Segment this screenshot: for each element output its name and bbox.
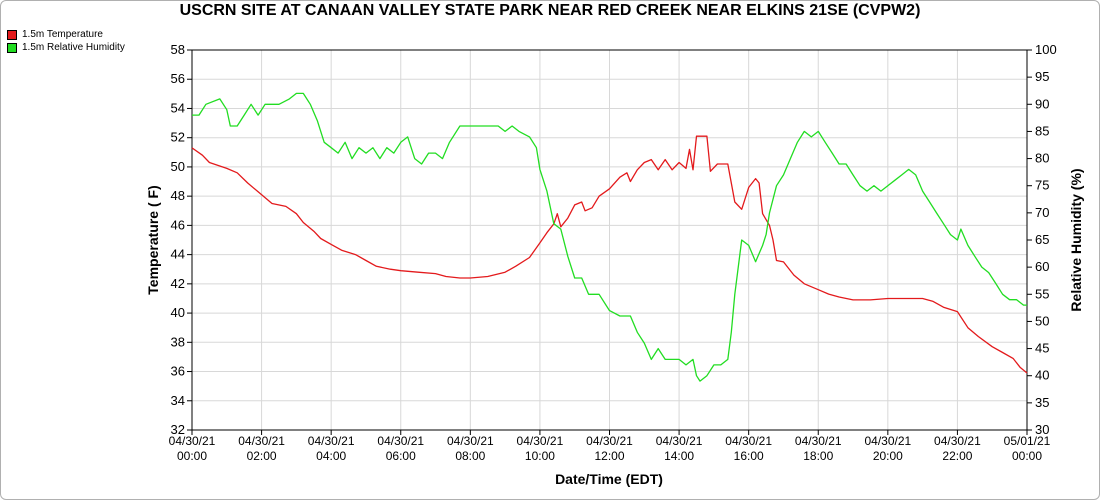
y-tick-label-right: 90 xyxy=(1035,96,1049,111)
y-tick-label-left: 50 xyxy=(171,159,185,174)
x-tick-label-time: 14:00 xyxy=(664,449,694,463)
gridlines xyxy=(191,49,1028,431)
legend-item-temperature: 1.5m Temperature xyxy=(7,28,125,41)
y-tick-label-left: 54 xyxy=(171,100,185,115)
legend-item-humidity: 1.5m Relative Humidity xyxy=(7,41,125,54)
x-tick-label-date: 05/01/21 xyxy=(1004,434,1051,448)
y-tick-label-left: 46 xyxy=(171,217,185,232)
y-axis-left-label: Temperature ( F) xyxy=(145,185,161,294)
x-tick-label-time: 20:00 xyxy=(873,449,903,463)
x-tick-label-date: 04/30/21 xyxy=(795,434,842,448)
x-tick-label-date: 04/30/21 xyxy=(725,434,772,448)
x-tick-label-date: 04/30/21 xyxy=(169,434,216,448)
x-tick-label-date: 04/30/21 xyxy=(517,434,564,448)
y-tick-label-right: 85 xyxy=(1035,123,1049,138)
y-tick-label-left: 56 xyxy=(171,71,185,86)
y-tick-label-left: 36 xyxy=(171,364,185,379)
y-axis-left-ticks: 32 34 36 38 40 42 44 46 48 50 52 54 56 58 xyxy=(171,42,192,437)
series-line-temperature xyxy=(191,135,1028,374)
x-tick-label-date: 04/30/21 xyxy=(864,434,911,448)
y-tick-label-left: 48 xyxy=(171,188,185,203)
y-tick-label-left: 32 xyxy=(171,422,185,437)
x-tick-label-time: 16:00 xyxy=(734,449,764,463)
y-tick-label-left: 52 xyxy=(171,130,185,145)
x-tick-label-time: 00:00 xyxy=(1012,449,1042,463)
x-tick-label-time: 08:00 xyxy=(455,449,485,463)
legend-label-humidity: 1.5m Relative Humidity xyxy=(22,42,125,53)
y-tick-label-right: 30 xyxy=(1035,422,1049,437)
y-tick-label-left: 38 xyxy=(171,334,185,349)
x-tick-label-date: 04/30/21 xyxy=(308,434,355,448)
y-tick-label-right: 40 xyxy=(1035,368,1049,383)
x-tick-label-time: 22:00 xyxy=(942,449,972,463)
x-tick-label-date: 04/30/21 xyxy=(377,434,424,448)
x-tick-label-time: 18:00 xyxy=(803,449,833,463)
chart-title: USCRN SITE AT CANAAN VALLEY STATE PARK N… xyxy=(179,2,921,19)
x-tick-label-date: 04/30/21 xyxy=(238,434,285,448)
series-lines xyxy=(191,92,1028,382)
x-tick-label-date: 04/30/21 xyxy=(586,434,633,448)
x-tick-label-date: 04/30/21 xyxy=(447,434,494,448)
y-tick-label-left: 34 xyxy=(171,393,185,408)
y-axis-right-ticks: 30 35 40 45 50 55 60 65 70 75 80 85 90 95 100 xyxy=(1027,42,1057,437)
y-tick-label-right: 70 xyxy=(1035,205,1049,220)
y-tick-label-right: 80 xyxy=(1035,151,1049,166)
x-tick-label-date: 04/30/21 xyxy=(934,434,981,448)
x-axis-ticks: 04/30/2100:0004/30/2102:0004/30/2104:000… xyxy=(169,430,1051,463)
y-tick-label-right: 100 xyxy=(1035,42,1057,57)
y-tick-label-left: 44 xyxy=(171,247,185,262)
y-tick-label-right: 55 xyxy=(1035,286,1049,301)
y-tick-label-right: 95 xyxy=(1035,69,1049,84)
x-axis-label: Date/Time (EDT) xyxy=(555,471,663,487)
series-line-humidity xyxy=(192,92,1027,382)
y-tick-label-left: 58 xyxy=(171,42,185,57)
x-tick-label-date: 04/30/21 xyxy=(656,434,703,448)
y-tick-label-right: 50 xyxy=(1035,313,1049,328)
x-tick-label-time: 02:00 xyxy=(247,449,277,463)
legend-label-temperature: 1.5m Temperature xyxy=(22,29,103,40)
x-tick-label-time: 04:00 xyxy=(316,449,346,463)
x-tick-label-time: 12:00 xyxy=(594,449,624,463)
y-tick-label-right: 75 xyxy=(1035,178,1049,193)
legend-swatch-humidity xyxy=(7,42,17,53)
x-tick-label-time: 06:00 xyxy=(386,449,416,463)
x-tick-label-time: 10:00 xyxy=(525,449,555,463)
y-tick-label-right: 45 xyxy=(1035,341,1049,356)
legend-swatch-temperature xyxy=(7,29,17,40)
y-tick-label-right: 65 xyxy=(1035,232,1049,247)
y-tick-label-right: 60 xyxy=(1035,259,1049,274)
y-tick-label-right: 35 xyxy=(1035,395,1049,410)
y-tick-label-left: 42 xyxy=(171,276,185,291)
x-tick-label-time: 00:00 xyxy=(177,449,207,463)
y-axis-right-label: Relative Humidity (%) xyxy=(1068,168,1084,311)
legend: 1.5m Temperature 1.5m Relative Humidity xyxy=(7,28,125,54)
y-tick-label-left: 40 xyxy=(171,305,185,320)
